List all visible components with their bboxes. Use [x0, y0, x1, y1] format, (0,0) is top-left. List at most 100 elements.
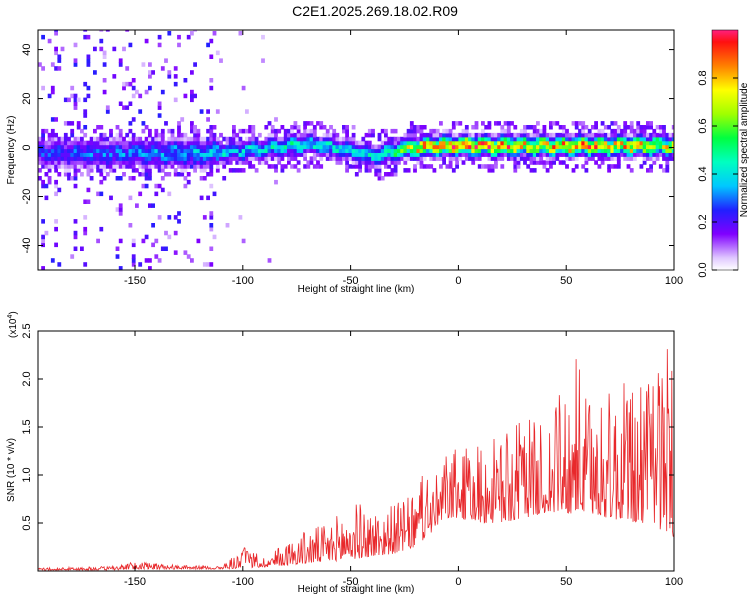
heatmap-cell [474, 140, 479, 146]
heatmap-cell [494, 136, 498, 142]
heatmap-cell [642, 125, 647, 130]
heatmap-cell [93, 70, 97, 75]
heatmap-cell [96, 160, 100, 165]
heatmap-cell [73, 58, 78, 63]
heatmap-cell [118, 203, 123, 208]
heatmap-cell [96, 238, 100, 244]
heatmap-cell [138, 262, 143, 267]
heatmap-cell [199, 109, 204, 114]
heatmap-cell [70, 148, 75, 153]
heatmap-cell [581, 152, 586, 157]
heatmap-cell [523, 132, 527, 138]
heatmap-cell [351, 132, 356, 138]
heatmap-cell [397, 144, 401, 150]
heatmap-cell [109, 132, 113, 138]
heatmap-cell [93, 144, 97, 150]
heatmap-cell [662, 152, 666, 157]
heatmap-cell [264, 152, 269, 157]
heatmap-cell [587, 148, 592, 153]
heatmap-cell [400, 140, 404, 146]
heatmap-cell [309, 160, 314, 165]
heatmap-cell [513, 152, 518, 157]
heatmap-cell [513, 156, 518, 161]
heatmap-cell [384, 148, 388, 153]
heatmap-cell [387, 148, 392, 153]
heatmap-cell [128, 160, 133, 165]
heatmap-cell [345, 140, 349, 146]
heatmap-cell [348, 140, 353, 146]
heatmap-cell [477, 164, 482, 169]
heatmap-cell [600, 156, 605, 161]
heatmap-cell [607, 156, 611, 161]
heatmap-cell [154, 156, 159, 161]
heatmap-cell [316, 140, 320, 146]
heatmap-cell [164, 148, 168, 153]
heatmap-cell [157, 42, 162, 48]
heatmap-cell [245, 156, 249, 161]
heatmap-cell [471, 156, 476, 161]
heatmap-cell [303, 156, 307, 161]
heatmap-cell [138, 136, 143, 142]
heatmap-cell [419, 144, 424, 150]
heatmap-cell [73, 144, 78, 150]
heatmap-cell [86, 144, 91, 150]
heatmap-cell [361, 136, 366, 142]
heatmap-cell [144, 89, 149, 95]
heatmap-cell [44, 128, 49, 134]
heatmap-cell [283, 144, 288, 150]
heatmap-cell [419, 136, 424, 142]
heatmap-cell [70, 160, 75, 165]
heatmap-cell [623, 156, 628, 161]
heatmap-x-tick-label: -100 [232, 275, 254, 287]
heatmap-cell [138, 172, 143, 177]
heatmap-cell [270, 125, 275, 130]
heatmap-cell [649, 148, 653, 153]
heatmap-cell [267, 258, 272, 263]
heatmap-cell [141, 160, 146, 165]
heatmap-cell [215, 50, 220, 56]
heatmap-cell [60, 156, 65, 161]
heatmap-cell [251, 156, 256, 161]
heatmap-cell [109, 168, 113, 173]
heatmap-cell [426, 136, 430, 142]
heatmap-cell [287, 132, 291, 138]
heatmap-cell [607, 148, 611, 153]
heatmap-cell [309, 140, 314, 146]
heatmap-cell [665, 144, 670, 150]
heatmap-cell [322, 136, 327, 142]
heatmap-cell [626, 140, 631, 146]
heatmap-cell [662, 132, 666, 138]
heatmap-cell [633, 132, 637, 138]
heatmap-cell [597, 164, 602, 169]
heatmap-cell [245, 109, 249, 114]
heatmap-cell [565, 128, 569, 134]
heatmap-cell [277, 160, 282, 165]
heatmap-cell [118, 136, 123, 142]
heatmap-cell [245, 148, 249, 153]
heatmap-cell [432, 128, 437, 134]
heatmap-cell [542, 144, 547, 150]
heatmap-cell [435, 148, 440, 153]
figure-title: C2E1.2025.269.18.02.R09 [292, 3, 458, 19]
heatmap-cell [374, 172, 379, 177]
heatmap-cell [225, 148, 230, 153]
heatmap-cell [209, 211, 214, 216]
heatmap-cell [626, 164, 631, 169]
heatmap-cell [280, 144, 285, 150]
heatmap-cell [202, 148, 207, 153]
heatmap-cell [164, 152, 168, 157]
heatmap-cell [109, 128, 113, 134]
heatmap-cell [351, 136, 356, 142]
heatmap-cell [552, 156, 556, 161]
heatmap-cell [160, 140, 165, 146]
heatmap-cell [529, 125, 534, 130]
heatmap-cell [296, 132, 301, 138]
heatmap-cell [616, 152, 621, 157]
heatmap-cell [471, 160, 476, 165]
heatmap-cell [144, 148, 149, 153]
heatmap-cell [102, 62, 107, 67]
heatmap-cell [154, 140, 159, 146]
heatmap-cell [80, 144, 84, 150]
heatmap-cell [167, 156, 172, 161]
heatmap-cell [248, 125, 252, 130]
